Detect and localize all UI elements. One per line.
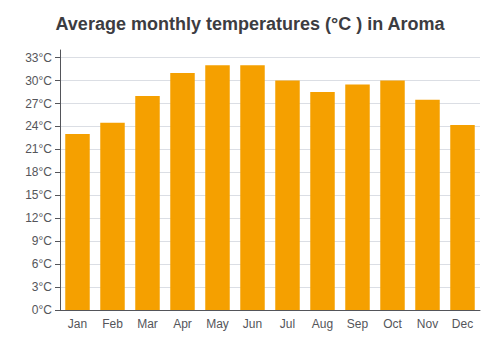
svg-text:Jul: Jul bbox=[280, 317, 295, 331]
svg-text:Oct: Oct bbox=[383, 317, 402, 331]
svg-text:Jan: Jan bbox=[68, 317, 87, 331]
svg-text:9°C: 9°C bbox=[32, 234, 52, 248]
svg-text:18°C: 18°C bbox=[25, 165, 52, 179]
svg-text:Sep: Sep bbox=[347, 317, 369, 331]
svg-text:6°C: 6°C bbox=[32, 257, 52, 271]
svg-text:27°C: 27°C bbox=[25, 97, 52, 111]
svg-text:0°C: 0°C bbox=[32, 303, 52, 317]
svg-text:21°C: 21°C bbox=[25, 142, 52, 156]
svg-text:15°C: 15°C bbox=[25, 188, 52, 202]
svg-text:Average monthly temperatures (: Average monthly temperatures (°C ) in Ar… bbox=[56, 14, 446, 34]
svg-text:Apr: Apr bbox=[173, 317, 192, 331]
svg-text:30°C: 30°C bbox=[25, 74, 52, 88]
svg-text:Dec: Dec bbox=[452, 317, 473, 331]
svg-text:May: May bbox=[206, 317, 229, 331]
svg-text:33°C: 33°C bbox=[25, 51, 52, 65]
svg-text:3°C: 3°C bbox=[32, 280, 52, 294]
svg-text:24°C: 24°C bbox=[25, 119, 52, 133]
svg-text:Mar: Mar bbox=[137, 317, 158, 331]
svg-text:Jun: Jun bbox=[243, 317, 262, 331]
svg-text:Aug: Aug bbox=[312, 317, 333, 331]
svg-text:Nov: Nov bbox=[417, 317, 438, 331]
svg-text:Feb: Feb bbox=[102, 317, 123, 331]
svg-text:12°C: 12°C bbox=[25, 211, 52, 225]
